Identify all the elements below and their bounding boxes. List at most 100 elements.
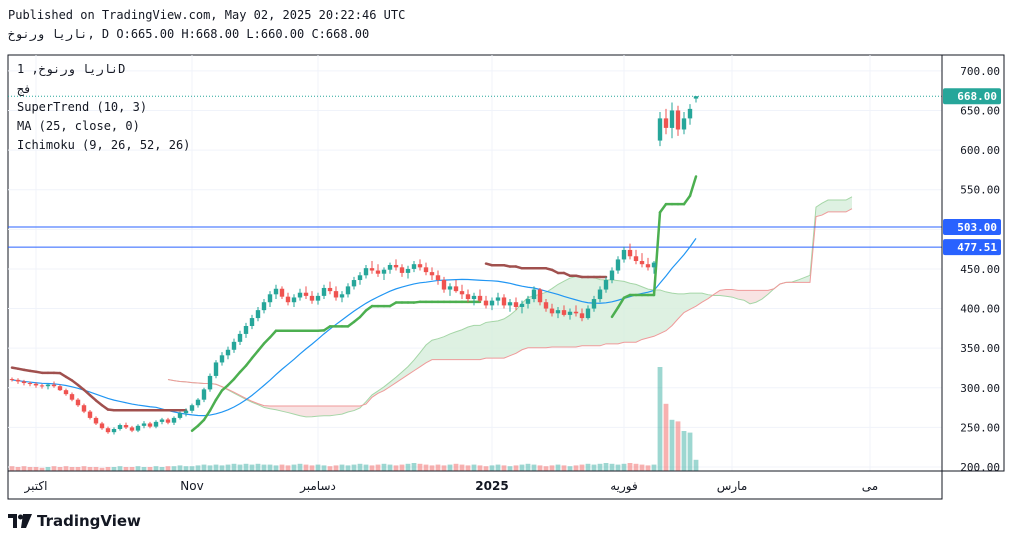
cloud-segment [822, 200, 828, 216]
volume-bar [273, 465, 279, 471]
candle-body [555, 310, 561, 314]
legend-ichimoku[interactable]: Ichimoku (9, 26, 52, 26) [17, 138, 191, 152]
cloud-segment [396, 371, 402, 383]
candle-body [189, 405, 195, 411]
candle-body [69, 394, 75, 400]
x-tick-label: اکتبر [24, 479, 48, 494]
volume-bar [75, 467, 81, 471]
candle-body [681, 118, 687, 130]
candle-body [573, 311, 579, 314]
volume-bar [693, 459, 699, 471]
candle-body [177, 413, 183, 418]
volume-bar [603, 463, 609, 471]
volume-bar [333, 465, 339, 471]
candle-body [411, 264, 417, 269]
candle-body [519, 303, 525, 307]
candle-body [609, 270, 615, 281]
volume-bar [375, 464, 381, 471]
volume-bar [633, 463, 639, 471]
volume-bar [489, 465, 495, 471]
volume-bar [45, 467, 51, 471]
cloud-segment [534, 294, 540, 348]
candle-body [675, 110, 681, 130]
tradingview-logo-text: TradingView [37, 512, 141, 530]
volume-bar [651, 464, 657, 471]
cloud-segment [684, 293, 690, 313]
cloud-segment [798, 277, 804, 283]
cloud-segment [438, 336, 444, 360]
candle-body [399, 267, 405, 273]
candle-body [273, 288, 279, 295]
candle-body [579, 313, 585, 319]
candle-body [501, 297, 507, 306]
candle-body [123, 425, 129, 428]
candle-body [201, 389, 207, 400]
legend-ma[interactable]: MA (25, close, 0) [17, 119, 140, 133]
candle-body [363, 268, 369, 276]
candle-body [57, 386, 63, 391]
candle-body [207, 375, 213, 390]
candle-body [423, 267, 429, 273]
candle-body [243, 325, 249, 334]
candle-body [447, 286, 453, 290]
plot-frame [7, 54, 943, 472]
axes: 200.00250.00300.00350.00400.00450.00500.… [7, 54, 1005, 500]
volume-bar [303, 464, 309, 471]
volume-bar [639, 464, 645, 471]
volume-bar [297, 463, 303, 471]
candle-body [627, 249, 633, 257]
cloud-segment [666, 291, 672, 331]
volume-bar [531, 464, 537, 471]
candle-body [9, 379, 15, 381]
volume-bar [549, 465, 555, 471]
candle-body [117, 425, 123, 430]
volume-bar [615, 464, 621, 471]
y-tick-label: 400.00 [960, 303, 1000, 316]
volume-bar [39, 467, 45, 471]
cloud-segment [306, 406, 312, 417]
cloud-segment [528, 295, 534, 348]
tradingview-logo[interactable]: TradingView [8, 512, 141, 530]
price-label-badge [943, 88, 1001, 105]
cloud-segment [450, 331, 456, 360]
y-tick-label: 300.00 [960, 382, 1000, 395]
candle-body [435, 275, 441, 281]
supertrend-segment [202, 409, 212, 422]
cloud-segment [312, 406, 318, 417]
price-label-text: 668.00 [957, 90, 997, 103]
cloud-segment [642, 286, 648, 340]
volume-bar [213, 464, 219, 471]
x-tick-label: می [862, 479, 878, 493]
volume-bar [9, 466, 15, 471]
cloud-segment [744, 290, 750, 304]
volume-bar [459, 464, 465, 471]
candle-body [441, 280, 447, 290]
volume-bar [513, 465, 519, 471]
candle-body [315, 295, 321, 301]
candle-body [585, 308, 591, 319]
supertrend-segment [262, 336, 272, 345]
candle-body [489, 300, 495, 306]
cloud-segment [678, 293, 684, 319]
volume-bar [207, 465, 213, 471]
volume-bar [345, 465, 351, 471]
candle-body [645, 264, 651, 268]
supertrend-segment [232, 370, 242, 381]
volume-bar [267, 464, 273, 471]
supertrend-segment [70, 379, 80, 387]
candle-body [159, 419, 165, 422]
y-tick-label: 450.00 [960, 263, 1000, 276]
legend-supertrend[interactable]: SuperTrend (10, 3) [17, 100, 148, 114]
candle-body [513, 302, 519, 307]
volume-bar [327, 466, 333, 471]
candle-body [327, 287, 333, 292]
cloud-segment [672, 293, 678, 326]
cloud-segment [804, 275, 810, 283]
candle-body [657, 118, 663, 141]
volume-bar [465, 465, 471, 471]
cloud-segment [840, 200, 846, 212]
candle-body [357, 275, 363, 281]
volume-bar [159, 467, 165, 471]
cloud-segment [498, 318, 504, 359]
